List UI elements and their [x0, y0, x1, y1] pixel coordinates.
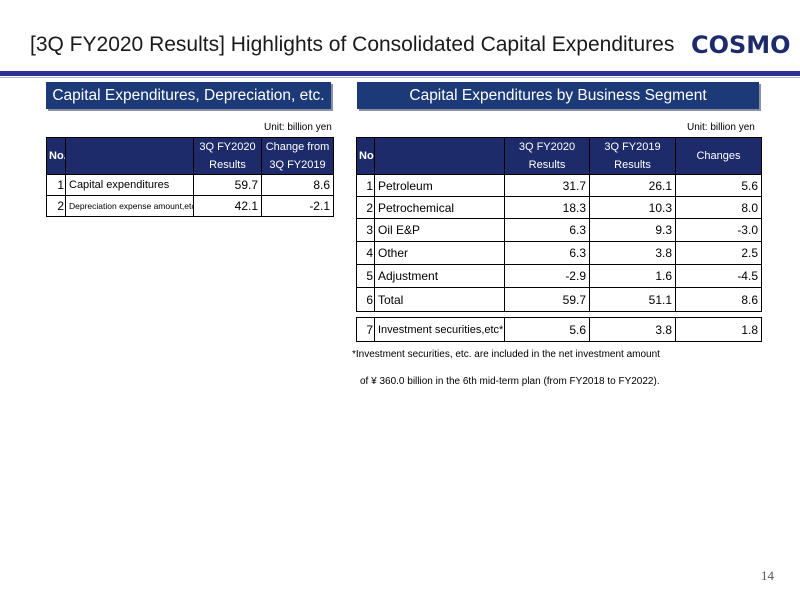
row-change: 1.8 — [675, 317, 762, 342]
row-fy2020: -2.9 — [504, 264, 590, 288]
row-fy2019: 26.1 — [589, 174, 676, 197]
left-unit-label: Unit: billion yen — [264, 122, 332, 133]
row-label: Capital expenditures — [65, 174, 194, 196]
row-fy2019: 51.1 — [589, 287, 676, 312]
total-row: 6 Total 59.7 51.1 8.6 — [356, 287, 762, 312]
header-3q-fy2019-results: 3Q FY2019 Results — [589, 137, 676, 175]
table-row: 2 Petrochemical 18.3 10.3 8.0 — [356, 196, 762, 219]
header-3q-fy2020-results: 3Q FY2020 Results — [504, 137, 590, 175]
header-no: No. — [356, 137, 375, 175]
row-no: 2 — [46, 195, 66, 217]
row-no: 2 — [356, 196, 375, 219]
table-row: 1 Capital expenditures 59.7 8.6 — [46, 174, 334, 196]
row-label: Depreciation expense amount,etc — [65, 195, 194, 217]
row-fy2020: 18.3 — [504, 196, 590, 219]
investment-row: 7 Investment securities,etc* 5.6 3.8 1.8 — [356, 317, 762, 342]
row-no: 4 — [356, 241, 375, 265]
row-fy2020: 6.3 — [504, 218, 590, 242]
right-unit-label: Unit: billion yen — [687, 122, 755, 133]
row-change: -3.0 — [675, 218, 762, 242]
table-row: 5 Adjustment -2.9 1.6 -4.5 — [356, 264, 762, 288]
row-change: -2.1 — [261, 195, 334, 217]
row-change: 8.6 — [675, 287, 762, 312]
cosmo-logo: COSMO — [691, 31, 791, 59]
table-row: 3 Oil E&P 6.3 9.3 -3.0 — [356, 218, 762, 242]
row-label: Investment securities,etc* — [374, 317, 505, 342]
right-panel-heading: Capital Expenditures by Business Segment — [357, 82, 759, 109]
header-label — [374, 137, 505, 175]
row-results: 42.1 — [193, 195, 262, 217]
row-fy2019: 10.3 — [589, 196, 676, 219]
row-label: Oil E&P — [374, 218, 505, 242]
row-no: 3 — [356, 218, 375, 242]
row-change: 5.6 — [675, 174, 762, 197]
page-title: [3Q FY2020 Results] Highlights of Consol… — [30, 33, 675, 56]
table-header-row: No. 3Q FY2020 Results Change from 3Q FY201… — [46, 137, 334, 175]
page-number: 14 — [761, 568, 774, 583]
row-fy2020: 59.7 — [504, 287, 590, 312]
table-row: 2 Depreciation expense amount,etc 42.1 -… — [46, 195, 334, 217]
row-results: 59.7 — [193, 174, 262, 196]
row-label: Adjustment — [374, 264, 505, 288]
header-rule — [0, 71, 800, 76]
header-3q-fy2020-results: 3Q FY2020 Results — [193, 137, 262, 175]
row-label: Other — [374, 241, 505, 265]
left-panel-heading: Capital Expenditures, Depreciation, etc. — [46, 82, 331, 109]
header-change-from-3q-fy2019: Change from 3Q FY2019 — [261, 137, 334, 175]
investment-securities-table: 7 Investment securities,etc* 5.6 3.8 1.8 — [356, 317, 762, 342]
header-rule-thin — [0, 77, 800, 78]
capex-depreciation-table: No. 3Q FY2020 Results Change from 3Q FY201… — [46, 137, 334, 217]
row-no: 6 — [356, 287, 375, 312]
header-no: No. — [46, 137, 66, 175]
row-change: 2.5 — [675, 241, 762, 265]
row-label: Total — [374, 287, 505, 312]
row-no: 5 — [356, 264, 375, 288]
table-row: 1 Petroleum 31.7 26.1 5.6 — [356, 174, 762, 197]
row-label: Petrochemical — [374, 196, 505, 219]
row-fy2020: 5.6 — [504, 317, 590, 342]
row-fy2019: 3.8 — [589, 317, 676, 342]
row-fy2019: 1.6 — [589, 264, 676, 288]
row-no: 1 — [46, 174, 66, 196]
header-changes: Changes — [675, 137, 762, 175]
row-fy2020: 31.7 — [504, 174, 590, 197]
row-fy2020: 6.3 — [504, 241, 590, 265]
header-label — [65, 137, 194, 175]
row-change: 8.6 — [261, 174, 334, 196]
row-no: 1 — [356, 174, 375, 197]
row-fy2019: 3.8 — [589, 241, 676, 265]
row-label: Petroleum — [374, 174, 505, 197]
row-change: -4.5 — [675, 264, 762, 288]
row-change: 8.0 — [675, 196, 762, 219]
table-row: 4 Other 6.3 3.8 2.5 — [356, 241, 762, 265]
row-fy2019: 9.3 — [589, 218, 676, 242]
row-no: 7 — [356, 317, 375, 342]
footnote-line-1: *Investment securities, etc. are include… — [352, 349, 660, 360]
footnote-line-2: of ¥ 360.0 billion in the 6th mid-term p… — [360, 376, 660, 387]
